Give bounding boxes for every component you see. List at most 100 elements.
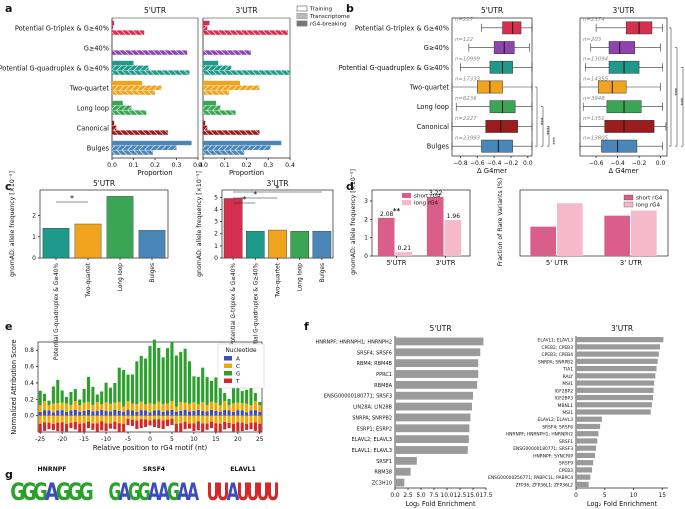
logo-bar-T-neg (201, 423, 205, 432)
logo-bar-C (47, 405, 51, 411)
logo-bar-C (157, 401, 161, 411)
logo-bar-A (258, 412, 262, 416)
logo-bar-C-neg (43, 415, 47, 423)
logo-bar-G (43, 393, 47, 402)
logo-bar-T-neg (100, 421, 104, 431)
tick-label: -15 (79, 436, 89, 443)
logo-bar-C (166, 403, 170, 411)
logo-bar-A (95, 411, 99, 416)
bar-hatch-transcriptome (112, 125, 117, 130)
logo-bar-G (183, 348, 187, 403)
sig-stars: ** (393, 207, 401, 215)
bar-enrichment (395, 359, 479, 368)
rbp-label: ENSG00000256771; PABPC1L; PABPC4 (488, 475, 573, 481)
logo-bar-G (170, 341, 174, 402)
tick-label: 0.4 (285, 162, 295, 169)
logo-bar-C-neg (148, 415, 152, 421)
logo-bar-C (227, 404, 231, 411)
motif-letter-A: A (45, 479, 60, 507)
legend-label: rG4-breaking (310, 22, 347, 28)
legend-label: T (235, 379, 240, 385)
logo-bar-G (157, 347, 161, 402)
n-label: n=14355 (583, 76, 609, 82)
logo-bar-C-neg (240, 415, 244, 423)
panel-letter-b: b (346, 2, 354, 15)
axis-label: Proportion (229, 169, 264, 177)
bar-enrichment (576, 460, 594, 466)
logo-bar-C (231, 403, 235, 412)
logo-bar-A (78, 411, 82, 416)
axis-label: gnomAD: allele frequency [×10⁻⁵] (196, 171, 203, 277)
tick-label: 5 (214, 194, 218, 201)
logo-bar-C-neg (95, 415, 99, 424)
logo-bar-A (223, 410, 227, 416)
logo-bar-C-neg (139, 415, 143, 420)
bar-training (112, 140, 192, 146)
bar-enrichment (576, 438, 598, 444)
tick-label: 4 (214, 206, 218, 213)
legend-swatch (224, 363, 232, 368)
logo-bar-C-neg (170, 415, 174, 419)
bar-enrichment (395, 348, 481, 357)
logo-bar-C-neg (192, 415, 196, 424)
logo-bar-A (144, 410, 148, 416)
logo-bar-G (161, 357, 165, 405)
tick-label: 3' UTR (620, 259, 642, 267)
logo-bar-A (253, 410, 257, 416)
n-label: n=13805 (583, 136, 609, 142)
rbp-label: MSI1 (562, 381, 573, 387)
logo-bar-T-neg (192, 423, 196, 432)
motif-letter-U: U (237, 478, 250, 506)
bar-enrichment (395, 402, 472, 411)
n-label: n=2227 (455, 116, 477, 122)
logo-bar-T-neg (108, 423, 113, 429)
bar-short-rg4 (377, 217, 395, 256)
logo-bar-T-neg (86, 421, 91, 429)
logo-bar-C (108, 403, 113, 412)
axis-label: Relative position to rG4 motif (nt) (93, 444, 208, 452)
panel-letter-f: f (304, 320, 309, 333)
bar-enrichment (395, 456, 417, 465)
logo-bar-G (258, 401, 262, 406)
category-label: G≥40% (84, 45, 109, 53)
logo-bar-T-neg (227, 422, 231, 429)
logo-bar-C (196, 404, 200, 410)
logo-bar-A (86, 409, 91, 416)
box (502, 21, 522, 35)
logo-bar-C-neg (38, 415, 42, 424)
logo-bar-C (148, 403, 152, 413)
rbp-label: RBM8A (374, 383, 392, 389)
logo-bar-A (179, 410, 183, 416)
logo-bar-C (170, 401, 174, 411)
bar (106, 196, 134, 259)
tick-label: 0.0 (390, 493, 400, 499)
logo-bar-A (183, 409, 187, 416)
motif-label: SRSF4 (143, 466, 166, 473)
bar-enrichment (576, 474, 591, 480)
logo-bar-A (104, 411, 108, 416)
logo-bar-C-neg (236, 415, 240, 423)
tick-label: 0.0 (656, 160, 666, 167)
logo-bar-C (201, 402, 205, 412)
category-label: Bulges (87, 145, 110, 153)
bar-hatch-rg4-breaking (112, 50, 188, 55)
tick-label: 0.1 (220, 162, 230, 169)
logo-bar-C-neg (174, 415, 178, 424)
legend-swatch (623, 194, 634, 201)
bar (42, 228, 70, 259)
motif-letter-G: G (67, 479, 82, 507)
logo-bar-G (240, 391, 244, 404)
tick-label: 2.5 (403, 493, 413, 499)
tick-label: -25 (35, 436, 45, 443)
tick-label: −0.6 (470, 160, 485, 167)
motif-letter-A: A (177, 477, 189, 505)
n-label: n=2374 (583, 17, 605, 23)
logo-bar-A (214, 410, 218, 416)
category-label: Two-quartet (409, 84, 450, 92)
logo-bar-T-neg (218, 423, 222, 433)
sig-stars: *** (671, 88, 677, 96)
logo-bar-T-neg (258, 423, 262, 433)
value-label: 1.96 (447, 213, 461, 220)
sig-stars: * (242, 195, 246, 204)
logo-bar-T-neg (73, 422, 77, 430)
